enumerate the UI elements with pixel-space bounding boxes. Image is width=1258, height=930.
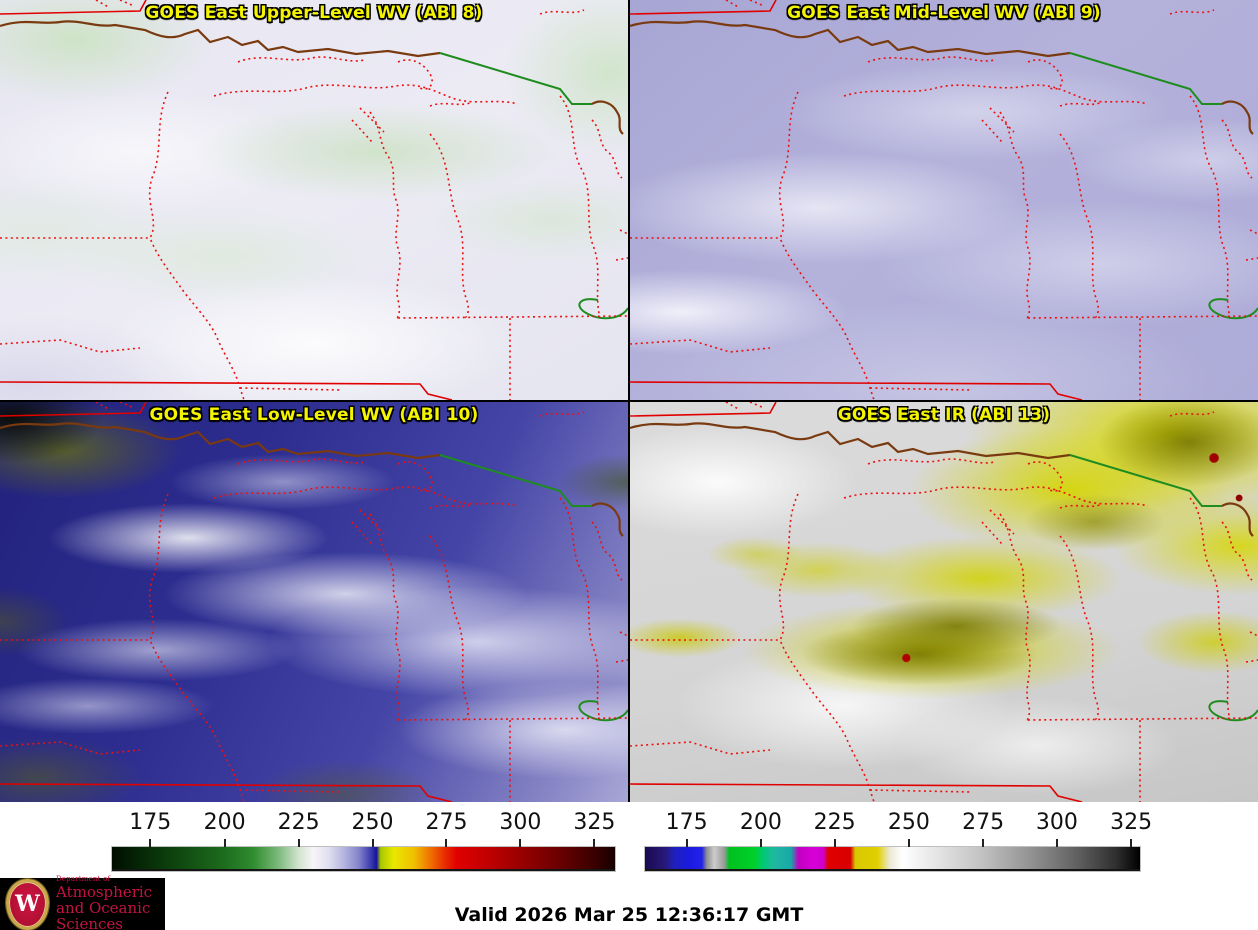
valid-timestamp: Valid 2026 Mar 25 12:36:17 GMT bbox=[454, 904, 804, 926]
logo-dept-line: Department of bbox=[56, 874, 111, 883]
panel-title-ir: GOES East IR (ABI 13) bbox=[837, 405, 1051, 425]
colorbar-wv-gradient bbox=[112, 847, 615, 871]
tick-label: 250 bbox=[351, 810, 394, 835]
state-boundary-map-overlay bbox=[0, 0, 628, 400]
logo-name-line1: Atmospheric bbox=[56, 882, 153, 901]
tick-label: 275 bbox=[425, 810, 468, 835]
panel-title-mid-level-wv: GOES East Mid-Level WV (ABI 9) bbox=[787, 3, 1101, 23]
state-boundary-map-overlay bbox=[0, 402, 628, 802]
tick-label: 225 bbox=[813, 810, 856, 835]
tick-label: 300 bbox=[1035, 810, 1078, 835]
colorbar-ir-gradient bbox=[645, 847, 1140, 871]
colorbar-infrared: 175 200 225 250 275 300 325 bbox=[645, 810, 1153, 876]
state-boundary-map-overlay bbox=[630, 402, 1258, 802]
crest-letter: W bbox=[15, 891, 40, 917]
logo-name-line2: and Oceanic Sciences bbox=[56, 898, 151, 930]
colorbar-ir-tick-marks bbox=[645, 838, 1140, 847]
panel-ir: GOES East IR (ABI 13) bbox=[630, 402, 1258, 802]
colorbar-water-vapor: 175 200 225 250 275 300 325 bbox=[112, 810, 615, 876]
tick-label: 225 bbox=[277, 810, 320, 835]
tick-label: 200 bbox=[739, 810, 782, 835]
panel-low-level-wv: GOES East Low-Level WV (ABI 10) bbox=[0, 402, 628, 802]
tick-label: 325 bbox=[1110, 810, 1153, 835]
tick-label: 175 bbox=[665, 810, 708, 835]
tick-label: 200 bbox=[203, 810, 246, 835]
colorbar-strip: 175 200 225 250 275 300 325 175 200 225 … bbox=[0, 802, 1258, 878]
colorbar-wv-tick-marks bbox=[112, 838, 615, 847]
logo-text: Department of Atmospheric and Oceanic Sc… bbox=[56, 874, 165, 930]
tick-label: 325 bbox=[573, 810, 616, 835]
tick-label: 275 bbox=[962, 810, 1005, 835]
state-boundary-map-overlay bbox=[630, 0, 1258, 400]
footer-strip: W Department of Atmospheric and Oceanic … bbox=[0, 874, 1258, 930]
tick-label: 175 bbox=[129, 810, 172, 835]
quad-panel-grid: GOES East Upper-Level WV (ABI 8) GOES Ea… bbox=[0, 0, 1258, 802]
panel-upper-level-wv: GOES East Upper-Level WV (ABI 8) bbox=[0, 0, 628, 400]
panel-title-low-level-wv: GOES East Low-Level WV (ABI 10) bbox=[149, 405, 479, 425]
tick-label: 300 bbox=[499, 810, 542, 835]
uw-crest-icon: W bbox=[6, 878, 49, 930]
panel-mid-level-wv: GOES East Mid-Level WV (ABI 9) bbox=[630, 0, 1258, 400]
uw-aos-logo: W Department of Atmospheric and Oceanic … bbox=[0, 874, 165, 930]
tick-label: 250 bbox=[887, 810, 930, 835]
colorbar-wv-tick-labels: 175 200 225 250 275 300 325 bbox=[112, 810, 615, 838]
colorbar-ir-tick-labels: 175 200 225 250 275 300 325 bbox=[645, 810, 1153, 838]
panel-title-upper-level-wv: GOES East Upper-Level WV (ABI 8) bbox=[145, 3, 483, 23]
